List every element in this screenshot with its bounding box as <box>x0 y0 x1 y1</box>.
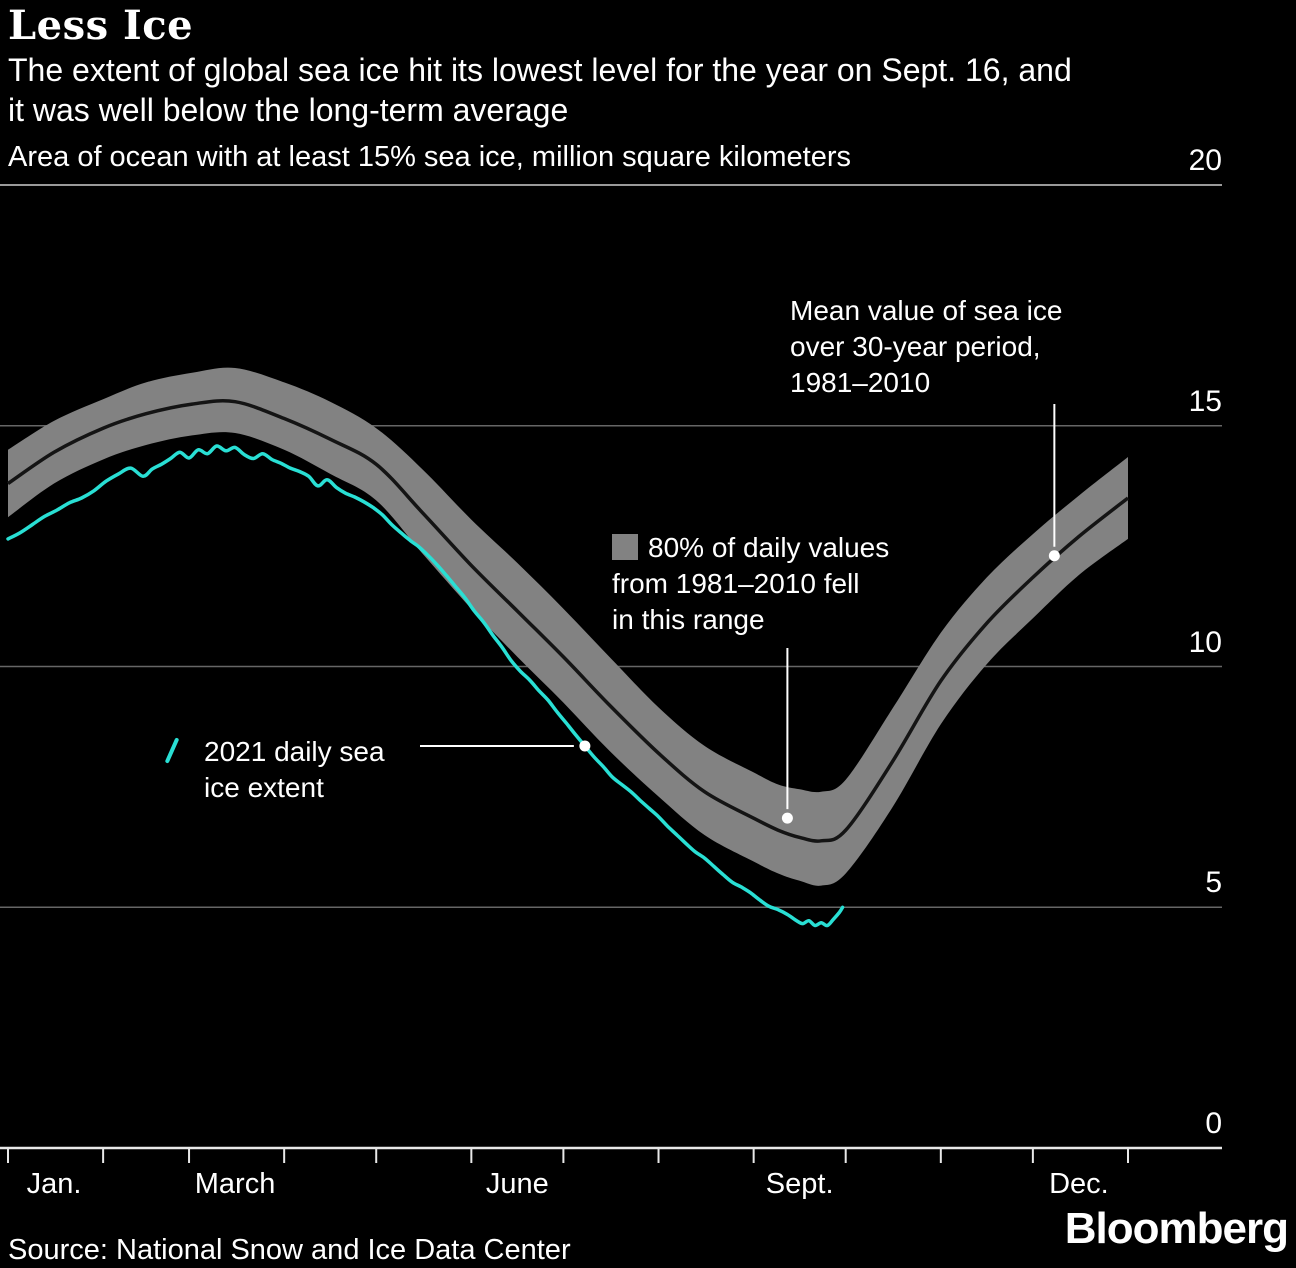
band-legend-swatch-icon <box>612 534 638 560</box>
chart-subtitle: The extent of global sea ice hit its low… <box>8 50 1292 130</box>
annotation-text: ice extent <box>204 772 324 803</box>
annotation-dot <box>781 812 793 824</box>
annotation-text: 2021 daily sea <box>204 736 385 767</box>
annotation-mean-value: Mean value of sea ice over 30-year perio… <box>790 293 1062 401</box>
annotation-dot <box>579 740 591 752</box>
annotation-text: over 30-year period, <box>790 331 1041 362</box>
annotation-text: Mean value of sea ice <box>790 295 1063 326</box>
annotation-2021-line: 2021 daily sea ice extent <box>204 734 385 806</box>
annotation-text: 80% of daily values <box>648 532 890 563</box>
chart-subtitle-line: it was well below the long-term average <box>8 92 569 128</box>
band-80pct-area <box>8 367 1128 886</box>
annotation-text-row: 80% of daily values <box>612 530 889 566</box>
line-2021 <box>6 444 845 928</box>
chart-title: Less Ice <box>8 2 194 49</box>
bloomberg-logo: Bloomberg <box>1064 1204 1289 1253</box>
annotation-band-range: 80% of daily values from 1981–2010 fell … <box>612 530 889 638</box>
mean-line <box>7 399 1130 843</box>
source-credit: Source: National Snow and Ice Data Cente… <box>8 1234 571 1266</box>
annotation-text: from 1981–2010 fell <box>612 568 860 599</box>
annotation-dot <box>1048 550 1060 562</box>
chart-subtitle-line: The extent of global sea ice hit its low… <box>8 52 1072 88</box>
y-axis-unit-label: Area of ocean with at least 15% sea ice,… <box>8 141 852 173</box>
annotation-text: 1981–2010 <box>790 367 931 398</box>
annotation-text: in this range <box>612 604 765 635</box>
